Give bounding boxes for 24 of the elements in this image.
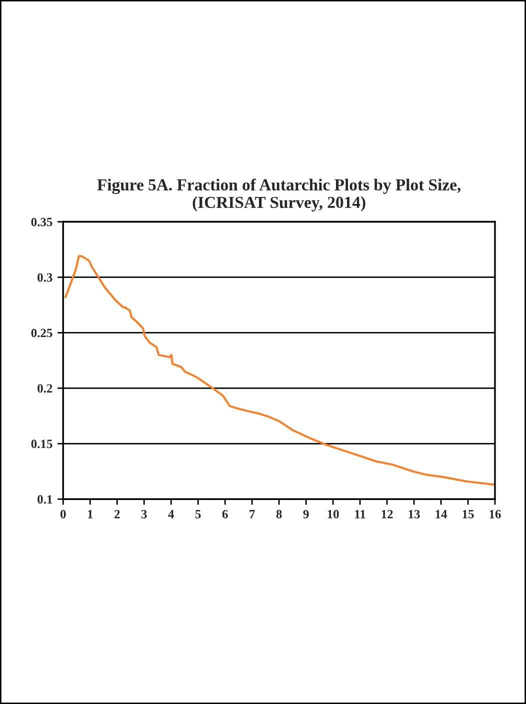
chart-title: Figure 5A. Fraction of Autarchic Plots by Plot Size, (ICRISAT Survey, 2014) <box>97 178 460 212</box>
y-tick-label: 0.15 <box>31 440 52 448</box>
x-tick-label: 4 <box>168 510 174 518</box>
y-tick-label: 0.25 <box>31 328 52 338</box>
x-tick-label: 2 <box>114 510 120 518</box>
x-tick-label: 15 <box>462 510 474 518</box>
x-tick-label: 5 <box>195 510 201 518</box>
y-tick-label: 0.1 <box>38 495 52 504</box>
x-tick-label: 12 <box>382 510 393 518</box>
x-tick-label: 3 <box>141 510 147 518</box>
x-tick-label: 0 <box>60 510 66 518</box>
y-tick-label: 0.3 <box>38 273 52 282</box>
x-tick-label: 13 <box>408 510 420 518</box>
x-tick-label: 10 <box>328 510 339 518</box>
x-tick-label: 7 <box>250 510 255 518</box>
x-tick-label: 6 <box>222 510 228 518</box>
x-tick-label: 8 <box>276 510 282 518</box>
y-tick-label: 0.35 <box>31 218 52 226</box>
x-tick-label: 1 <box>88 510 93 518</box>
x-tick-label: 11 <box>355 510 366 518</box>
x-tick-label: 14 <box>436 510 448 518</box>
y-tick-label: 0.2 <box>38 384 52 393</box>
x-tick-label: 16 <box>490 510 501 518</box>
x-tick-label: 9 <box>303 510 309 518</box>
